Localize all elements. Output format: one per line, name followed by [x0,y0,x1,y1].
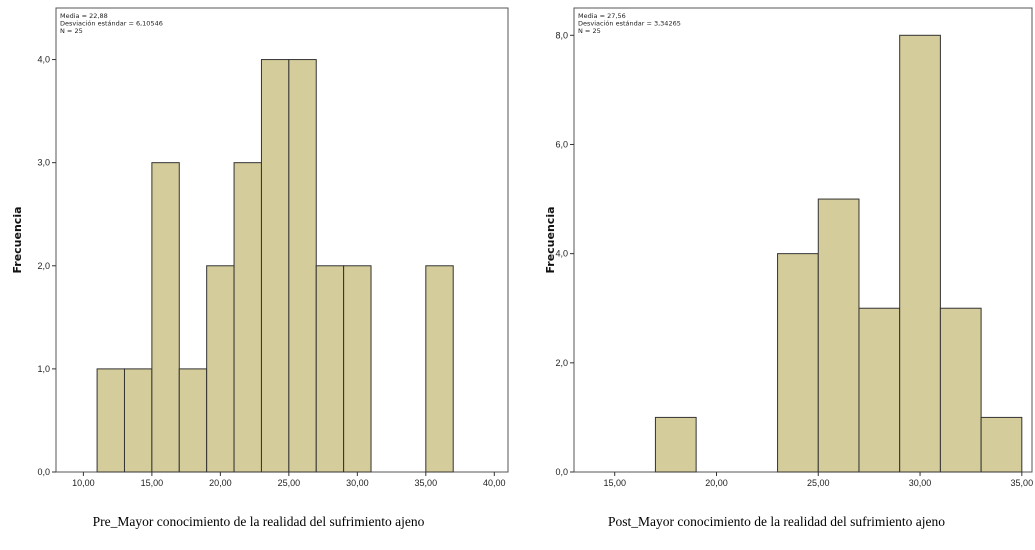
histogram-pre: 0,0 1,0 2,0 3,0 4,0 10,00 15,00 20,00 25,00 30,00… [0,0,517,550]
histogram-bar [315,265,345,473]
histogram-bar [206,265,235,473]
histogram-pre-plot: 0,0 1,0 2,0 3,0 4,0 10,00 15,00 20,00 25,00 30,00… [11,7,509,488]
histogram-bar [96,368,125,473]
histogram-bar [178,368,208,473]
histogram-bar [817,198,860,473]
y-tick-label: 6,0 [555,139,568,149]
x-axis-label-post: Post_Mayor conocimiento de la realidad d… [607,514,946,529]
x-tick-label: 25,00 [278,478,301,488]
y-tick-label: 0,0 [37,467,50,477]
x-tick-label: 20,00 [705,478,728,488]
x-tick-label: 25,00 [807,478,830,488]
x-tick-label: 30,00 [909,478,932,488]
histogram-bar [151,162,180,473]
stats-line: Desviación estándar = 3,34265 [578,20,681,28]
y-tick-label: 8,0 [555,30,568,40]
histogram-bar [260,59,290,473]
y-tick-label: 3,0 [37,158,50,168]
histogram-post: 0,0 2,0 4,0 6,0 8,0 15,00 20,00 25,00 30,00 35,00… [518,0,1035,550]
x-tick-label: 15,00 [141,478,164,488]
y-tick-label: 0,0 [555,467,568,477]
stats-line: Media = 27,56 [578,12,626,20]
histogram-bar [288,59,317,473]
histogram-bar [777,253,819,473]
x-tick-label: 30,00 [346,478,369,488]
stats-line: Media = 22,88 [60,12,108,20]
histogram-bar [939,307,982,473]
x-tick-label: 40,00 [483,478,506,488]
x-tick-label: 10,00 [72,478,95,488]
x-tick-label: 15,00 [603,478,626,488]
x-tick-label: 35,00 [1011,478,1034,488]
y-tick-label: 4,0 [37,55,50,65]
histogram-bar [899,34,941,473]
y-tick-label: 1,0 [37,364,50,374]
stats-line: Desviación estándar = 6,10546 [60,20,163,28]
x-tick-label: 35,00 [415,478,438,488]
histogram-bar [233,162,262,473]
stats-line: N = 25 [578,27,601,35]
histogram-bar [980,416,1023,473]
y-tick-label: 2,0 [37,261,50,271]
histogram-bar [858,307,901,473]
histogram-bar [425,265,454,473]
stats-line: N = 25 [60,27,83,35]
histogram-post-plot: 0,0 2,0 4,0 6,0 8,0 15,00 20,00 25,00 30,00 35,00… [544,7,1034,488]
histogram-bar [654,416,697,473]
y-tick-label: 4,0 [555,249,568,259]
x-axis-label-pre: Pre_Mayor conocimiento de la realidad de… [92,514,425,529]
y-axis-label: Frecuencia [544,206,557,273]
y-tick-label: 2,0 [555,358,568,368]
x-tick-label: 20,00 [209,478,232,488]
y-axis-label: Frecuencia [11,206,24,273]
histogram-bar [123,368,153,473]
histogram-bar [343,265,372,473]
